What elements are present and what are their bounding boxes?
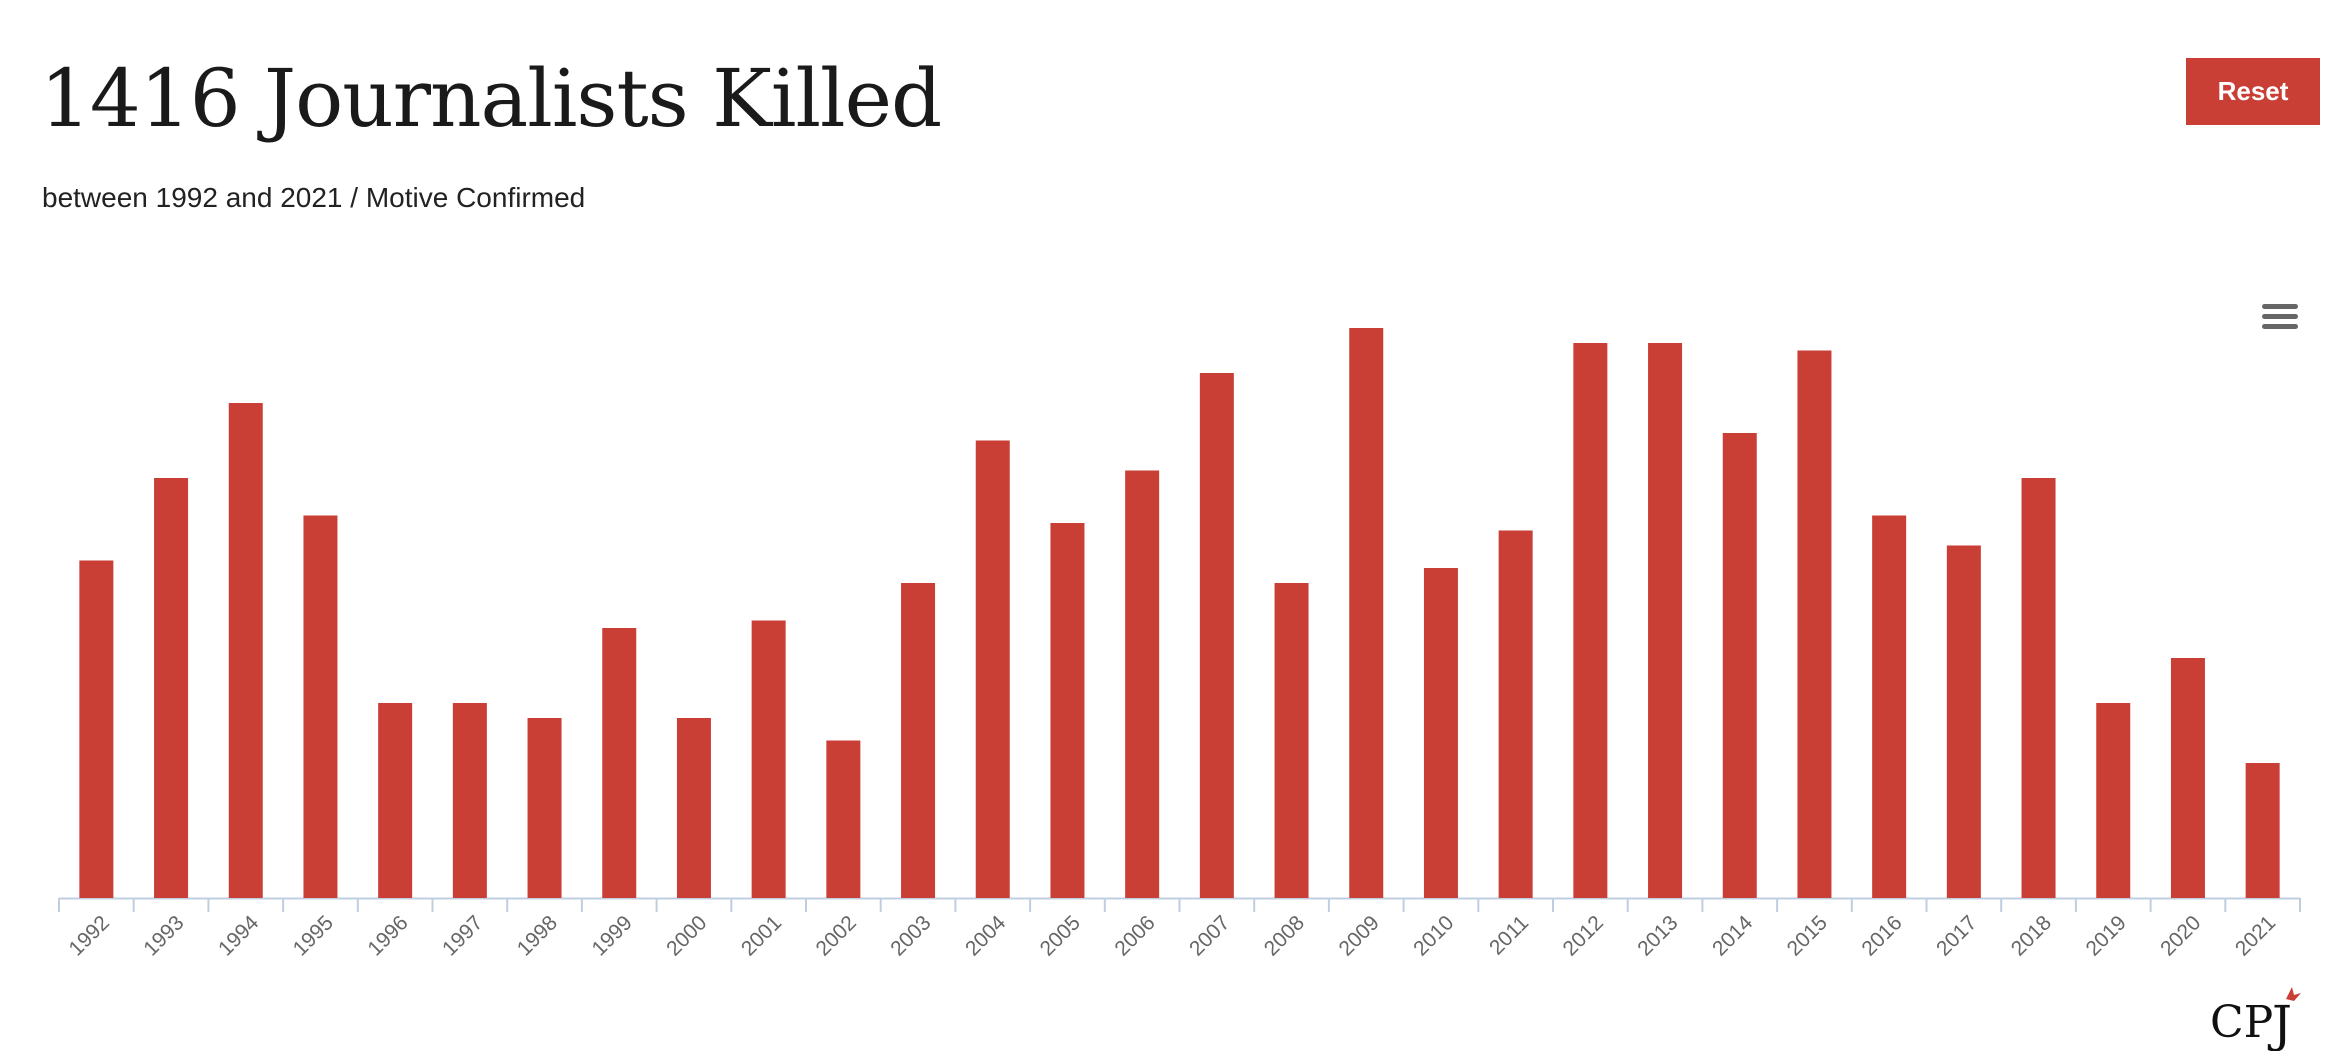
svg-text:J: J: [2267, 995, 2292, 1051]
x-tick-label: 1995: [289, 911, 338, 960]
bar-1997[interactable]: [452, 703, 487, 898]
x-tick-label: 2020: [2156, 911, 2205, 960]
page-subtitle: between 1992 and 2021 / Motive Confirmed: [42, 182, 586, 213]
x-tick-label: 2011: [1485, 911, 1533, 959]
x-tick-label: 2018: [2007, 911, 2056, 960]
x-tick-label: 2008: [1260, 911, 1309, 960]
x-tick-label: 2021: [2231, 911, 2280, 960]
x-tick-label: 2019: [2081, 911, 2130, 960]
x-tick-label: 2004: [961, 911, 1011, 961]
bar-2012[interactable]: [1573, 343, 1608, 898]
x-tick-label: 2010: [1409, 911, 1458, 960]
x-tick-label: 2015: [1783, 911, 1832, 960]
bar-2009[interactable]: [1349, 328, 1384, 898]
bar-2000[interactable]: [676, 718, 711, 898]
x-tick-label: 1996: [363, 911, 412, 960]
bar-1998[interactable]: [527, 718, 562, 898]
bar-2006[interactable]: [1125, 470, 1160, 899]
bar-2003[interactable]: [901, 583, 936, 898]
bar-2014[interactable]: [1722, 433, 1757, 898]
x-tick-label: 2005: [1036, 911, 1085, 960]
bar-2016[interactable]: [1872, 515, 1907, 899]
x-tick-label: 1997: [438, 911, 487, 960]
x-tick-label: 2009: [1334, 911, 1383, 960]
bar-1992[interactable]: [79, 560, 114, 899]
bar-2020[interactable]: [2170, 658, 2205, 898]
bar-2015[interactable]: [1797, 350, 1832, 899]
bar-2004[interactable]: [975, 440, 1010, 899]
cpj-logo: CP J: [2210, 987, 2301, 1051]
reset-button[interactable]: Reset: [2186, 58, 2320, 125]
bar-2008[interactable]: [1274, 583, 1309, 898]
bar-2018[interactable]: [2021, 478, 2056, 898]
svg-text:CP: CP: [2210, 997, 2273, 1048]
bar-2011[interactable]: [1498, 530, 1533, 899]
bar-2005[interactable]: [1050, 523, 1085, 898]
x-tick-label: 1998: [513, 911, 562, 960]
bar-1996[interactable]: [378, 703, 413, 898]
x-tick-label: 2007: [1185, 911, 1234, 960]
x-tick-label: 2014: [1708, 911, 1758, 961]
hamburger-menu-icon[interactable]: [2262, 304, 2298, 334]
x-tick-label: 1992: [65, 911, 114, 960]
x-tick-label: 1994: [214, 911, 264, 961]
bar-2021[interactable]: [2245, 763, 2280, 898]
x-tick-label: 2013: [1633, 911, 1682, 960]
x-tick-label: 1999: [587, 911, 636, 960]
x-tick-label: 2016: [1857, 911, 1906, 960]
bar-2001[interactable]: [751, 620, 786, 899]
x-tick-label: 2012: [1559, 911, 1608, 960]
x-tick-label: 2000: [662, 911, 711, 960]
bar-1999[interactable]: [602, 628, 637, 898]
bar-1994[interactable]: [228, 403, 263, 898]
x-tick-label: 2002: [812, 911, 861, 960]
x-tick-label: 2003: [886, 911, 935, 960]
bar-2002[interactable]: [826, 740, 861, 899]
bar-2013[interactable]: [1648, 343, 1683, 898]
x-tick-label: 2006: [1110, 911, 1159, 960]
bar-2019[interactable]: [2096, 703, 2131, 898]
bar-1995[interactable]: [303, 515, 338, 899]
x-tick-label: 1993: [139, 911, 188, 960]
bar-2017[interactable]: [1946, 545, 1981, 899]
bar-2007[interactable]: [1199, 373, 1234, 898]
page-title: 1416 Journalists Killed: [40, 52, 942, 145]
bar-2010[interactable]: [1423, 568, 1458, 898]
x-tick-label: 2001: [737, 911, 786, 960]
x-tick-label: 2017: [1932, 911, 1981, 960]
bar-1993[interactable]: [154, 478, 189, 898]
